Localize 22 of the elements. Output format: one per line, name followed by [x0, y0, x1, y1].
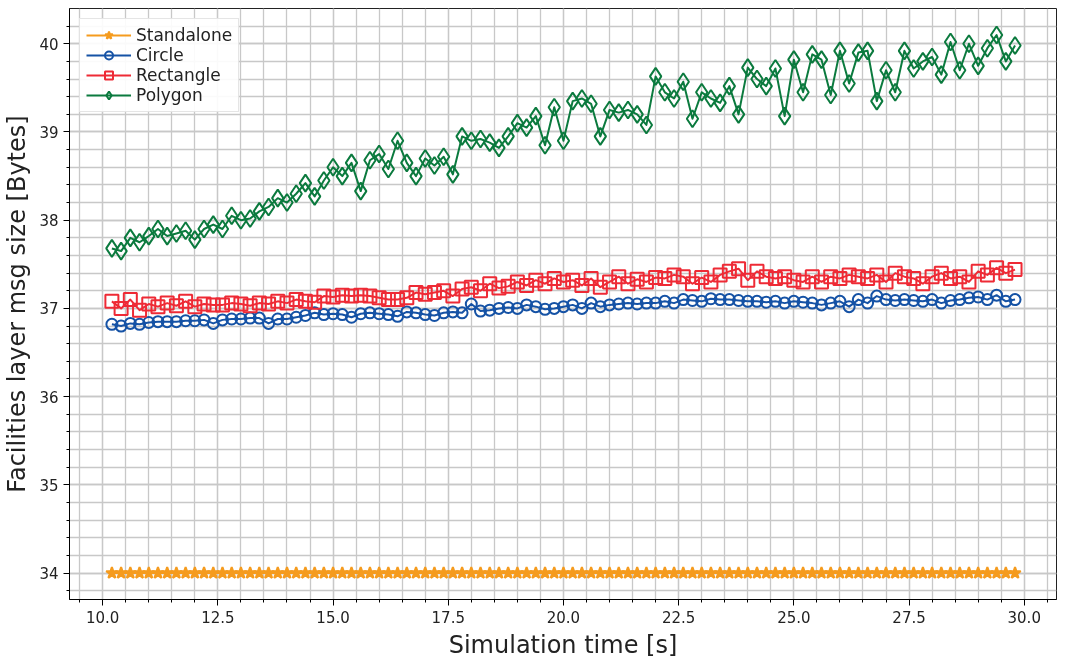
y-tick-label: 37 [39, 300, 59, 319]
x-tick-label: 10.0 [85, 608, 120, 627]
legend-label: Rectangle [136, 65, 221, 85]
x-tick-label: 30.0 [1007, 608, 1041, 627]
x-tick-label: 15.0 [316, 608, 350, 627]
x-tick-label: 12.5 [201, 608, 235, 627]
legend-label: Polygon [136, 85, 203, 105]
y-tick-label: 34 [39, 565, 59, 584]
x-axis-title: Simulation time [s] [448, 630, 678, 659]
y-tick-label: 39 [39, 123, 59, 142]
y-axis-title: Facilities layer msg size [Bytes] [3, 115, 32, 493]
y-tick-label: 36 [39, 388, 59, 407]
y-tick-label: 38 [39, 212, 59, 231]
x-tick-label: 25.0 [777, 608, 811, 627]
x-tick-label: 22.5 [661, 608, 696, 627]
y-tick-label: 40 [39, 35, 59, 54]
legend-label: Standalone [136, 25, 233, 45]
x-tick-label: 27.5 [892, 608, 926, 627]
x-tick-label: 20.0 [546, 608, 581, 627]
y-tick-label: 35 [39, 476, 59, 495]
x-tick-label: 17.5 [431, 608, 465, 627]
legend-label: Circle [136, 45, 184, 65]
